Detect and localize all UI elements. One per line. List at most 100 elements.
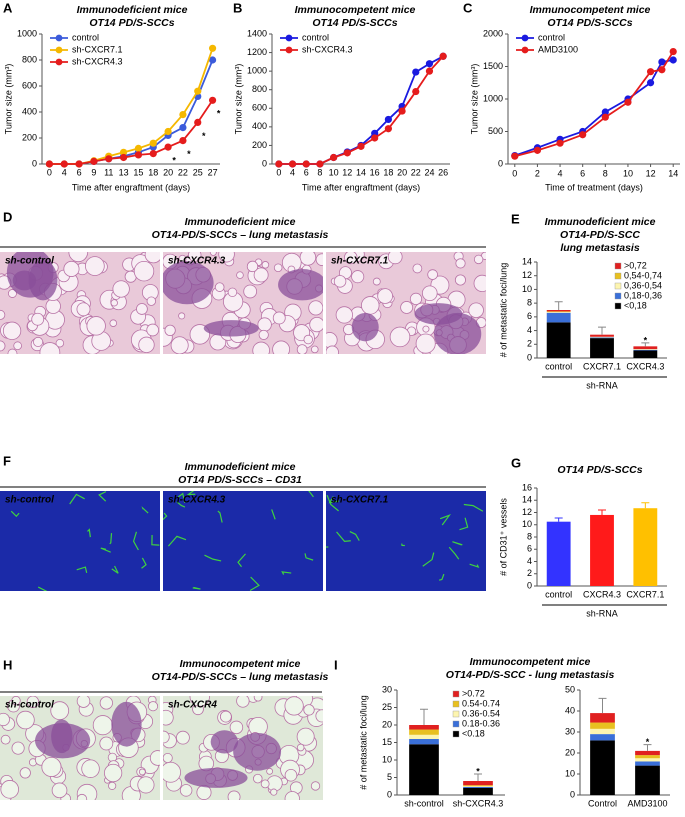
data-point: [208, 56, 217, 64]
alveolus: [50, 701, 70, 720]
vessel: [469, 563, 480, 569]
data-point: [412, 68, 420, 76]
y-tick-label: 0: [498, 158, 503, 168]
legend-swatch: [614, 262, 622, 270]
chart-title: OT14-PD/S-SCC: [560, 229, 640, 241]
error-bar: [641, 502, 650, 509]
micrograph-content: [326, 491, 486, 591]
bar-segment: [590, 337, 614, 339]
annotation: *: [172, 155, 176, 165]
micrograph-content: [163, 252, 323, 354]
micrograph-content: [0, 491, 160, 591]
alveolus: [99, 696, 113, 710]
alveolus: [170, 336, 189, 354]
data-point: [330, 153, 338, 162]
y-tick-label: 0: [262, 158, 267, 168]
alveolus: [473, 274, 486, 293]
vessel: [76, 566, 88, 574]
error-bar: [598, 509, 606, 515]
alveolus: [11, 696, 21, 706]
data-point: [149, 139, 157, 147]
tumor: [28, 260, 58, 301]
alveolus: [326, 345, 339, 354]
alveolus: [284, 696, 304, 716]
error-bar: [641, 342, 650, 347]
micrograph: sh-CXCR4: [163, 696, 323, 800]
x-tick-label: 18: [383, 167, 393, 177]
vessel: [463, 503, 484, 512]
x-tick-label: 11: [104, 167, 113, 177]
alveolus: [296, 727, 315, 746]
x-tick-label: 8: [317, 167, 322, 177]
chart-title: OT14 PD/S-SCCs: [547, 17, 632, 29]
vessel: [304, 553, 314, 561]
bar: [633, 508, 658, 586]
bar-segment: [463, 786, 493, 787]
series-line: [514, 51, 674, 158]
alveolus: [455, 258, 466, 269]
micrograph: sh-control: [0, 696, 160, 800]
chart-title: OT14 PD/S-SCCs: [89, 17, 174, 29]
panel-letter: F: [3, 453, 11, 468]
y-tick-label: 0: [570, 789, 575, 799]
alveolus: [76, 696, 91, 708]
micrograph: sh-CXCR4.3: [163, 252, 323, 354]
legend-label: <0,18: [624, 300, 647, 310]
legend-swatch: [55, 34, 63, 42]
alveolus: [86, 316, 106, 336]
data-point: [194, 118, 202, 126]
bar-segment: [590, 734, 615, 741]
alveolus: [309, 316, 323, 333]
chart-title: OT14 PD/S-SCCs: [557, 464, 642, 476]
annotation: *: [476, 766, 480, 776]
y-axis-label: # of metastatic foci/lung: [498, 263, 508, 358]
data-point: [45, 160, 54, 168]
x-tick-label: control: [545, 361, 572, 371]
data-point: [412, 87, 420, 96]
alveolus: [99, 736, 114, 751]
x-tick-label: 14: [356, 167, 366, 177]
alveolus: [26, 696, 40, 708]
alveolus: [76, 793, 88, 800]
vessel: [100, 547, 111, 553]
alveolus: [454, 274, 466, 286]
annotation: *: [646, 737, 650, 747]
legend-label: 0.36-0.54: [462, 708, 500, 718]
alveolus: [272, 311, 286, 325]
tumor: [434, 312, 482, 354]
alveolus: [144, 252, 160, 264]
vessel: [217, 510, 223, 523]
tumor: [203, 320, 259, 337]
panel-title: OT14-PD/S-SCCs – lung metastasis: [152, 229, 329, 241]
y-axis-label: # of CD31⁺ vessels: [498, 498, 508, 576]
vessel: [192, 586, 201, 590]
x-tick-label: 25: [193, 167, 203, 177]
vessel: [308, 491, 314, 498]
data-point: [601, 108, 609, 116]
x-tick-label: CXCR4.3: [626, 361, 664, 371]
alveolus: [296, 743, 305, 752]
alveolus: [68, 252, 89, 263]
x-tick-label: 9: [91, 167, 96, 177]
vessel: [69, 493, 85, 505]
panel-title: Immunodeficient mice: [185, 216, 296, 228]
panel-title: OT14 PD/S-SCCs – CD31: [178, 474, 302, 486]
data-point: [425, 67, 434, 75]
alveolus: [178, 312, 186, 320]
y-tick-label: 0: [527, 352, 532, 362]
alveolus: [473, 254, 484, 265]
data-point: [119, 153, 128, 162]
error-bar: [598, 326, 606, 335]
legend-swatch: [521, 34, 529, 42]
annotation: *: [217, 109, 221, 119]
tumor: [184, 767, 248, 788]
data-point: [288, 160, 297, 168]
y-tick-label: 0: [387, 789, 392, 799]
data-point: [371, 134, 379, 142]
vessel: [37, 586, 48, 591]
vessel: [249, 576, 260, 591]
alveolus: [163, 752, 173, 764]
y-tick-label: 800: [252, 84, 267, 94]
alveolus: [209, 252, 217, 256]
alveolus: [261, 261, 270, 269]
